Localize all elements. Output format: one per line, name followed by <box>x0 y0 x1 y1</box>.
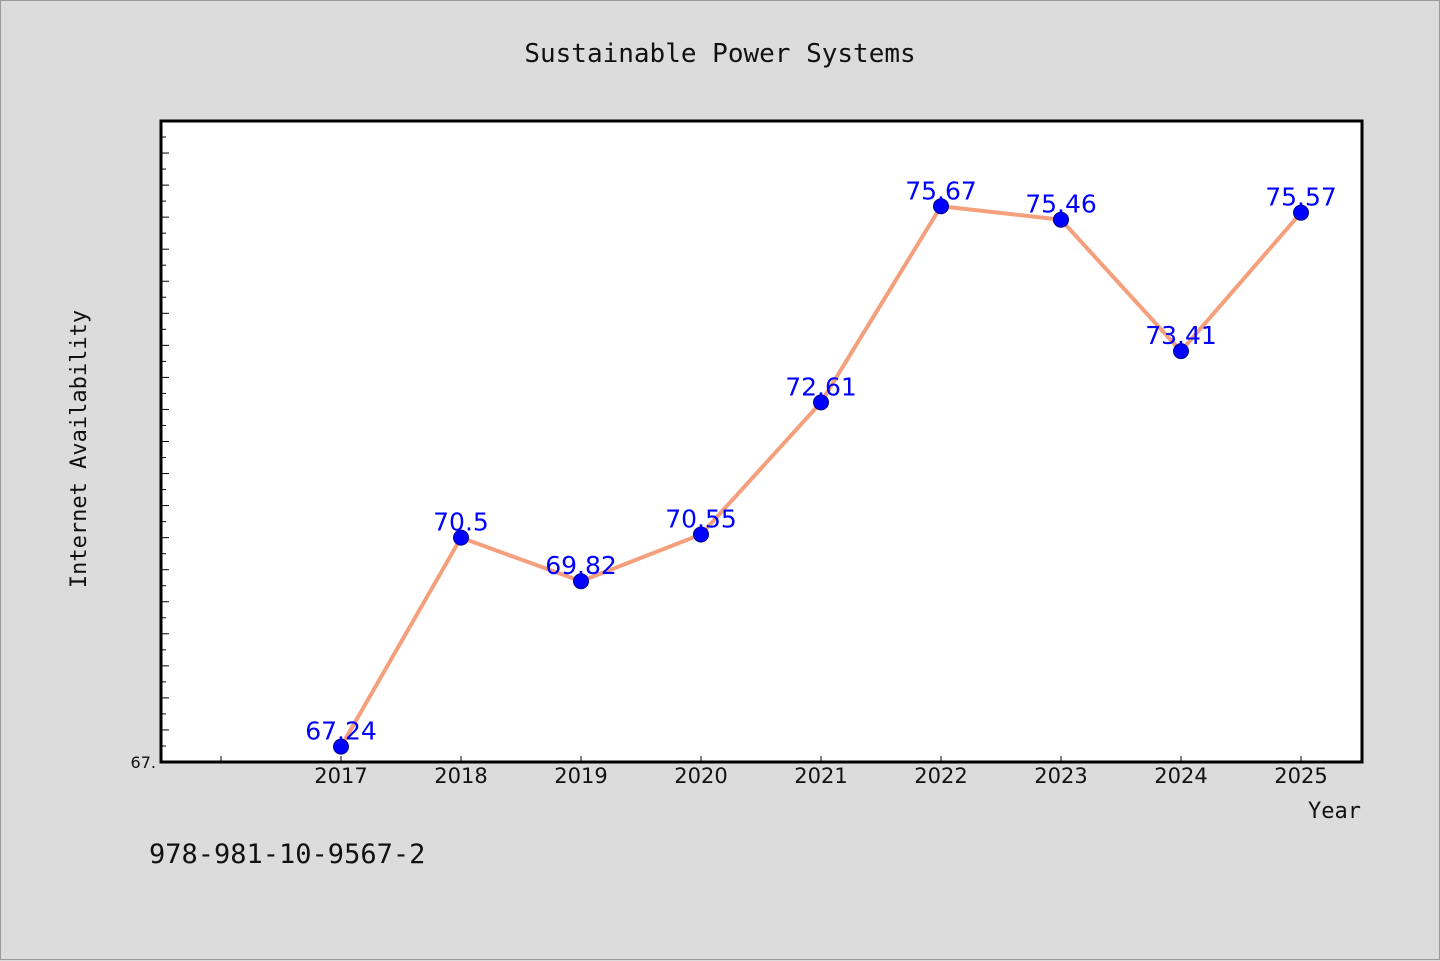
x-axis-ticks <box>220 756 1302 762</box>
data-label: 75.46 <box>1025 190 1097 219</box>
data-point-marker <box>453 529 469 546</box>
x-tick-label: 2025 <box>1274 764 1327 788</box>
isbn-footer: 978-981-10-9567-2 <box>149 839 425 870</box>
data-label: 75.67 <box>905 176 977 205</box>
x-axis-tick-labels: 2017 2018 2019 2020 2021 2022 2023 2024 2025 <box>314 764 1327 788</box>
y-axis-ticks <box>161 120 169 763</box>
plot-area <box>159 119 1364 764</box>
data-point-marker <box>1173 343 1189 360</box>
x-tick-label: 2019 <box>554 764 607 788</box>
data-label: 70.55 <box>665 504 737 533</box>
data-point-marker <box>1293 204 1309 221</box>
x-tick-label: 2020 <box>674 764 727 788</box>
y-axis-tick-labels: 67. <box>131 753 156 772</box>
data-label: 69.82 <box>545 551 617 580</box>
data-label: 72.61 <box>785 372 857 401</box>
data-point-marker <box>573 573 589 590</box>
chart-title: Sustainable Power Systems <box>524 39 915 69</box>
data-point-marker <box>933 198 949 215</box>
x-tick-label: 2022 <box>914 764 967 788</box>
x-tick-label: 2024 <box>1154 764 1207 788</box>
data-label: 75.57 <box>1265 183 1337 212</box>
data-point-marker <box>693 526 709 543</box>
data-labels: 67.24 70.5 69.82 70.55 72.61 75.67 75.46 73.41 7… <box>305 176 1337 745</box>
x-tick-label: 2021 <box>794 764 847 788</box>
data-label: 73.41 <box>1145 321 1217 350</box>
y-tick-label: 67. <box>131 753 156 772</box>
x-tick-label: 2023 <box>1034 764 1087 788</box>
data-point-marker <box>333 738 349 755</box>
data-point-marker <box>813 394 829 411</box>
data-point-marker <box>1053 211 1069 228</box>
y-axis-label: Internet Availability <box>67 310 92 588</box>
x-axis-label: Year <box>1308 799 1361 824</box>
x-tick-label: 2017 <box>314 764 367 788</box>
data-label: 67.24 <box>305 717 377 746</box>
data-markers <box>333 198 1309 755</box>
data-label: 70.5 <box>433 508 489 537</box>
x-tick-label: 2018 <box>434 764 487 788</box>
